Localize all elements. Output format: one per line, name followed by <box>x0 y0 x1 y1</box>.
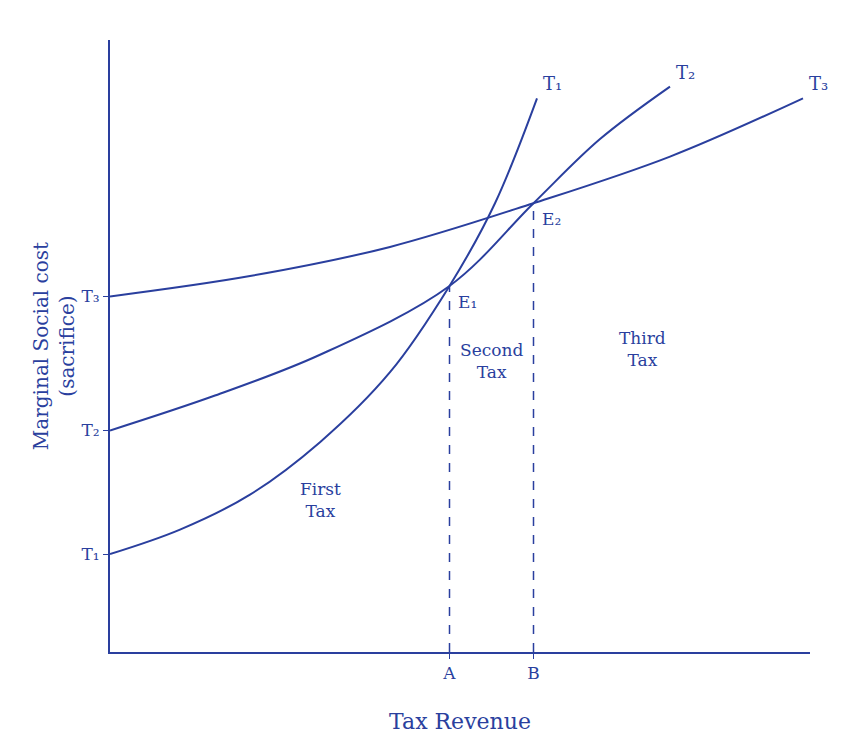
svg-text:FirstTax: FirstTax <box>300 479 341 521</box>
svg-text:E₂: E₂ <box>542 209 561 229</box>
svg-text:T₁: T₁ <box>543 73 562 94</box>
svg-text:T₂: T₂ <box>81 420 99 440</box>
svg-text:Marginal Social cost(sacrifice: Marginal Social cost(sacrifice) <box>29 242 79 450</box>
svg-text:ThirdTax: ThirdTax <box>619 328 666 370</box>
svg-text:SecondTax: SecondTax <box>460 340 523 382</box>
svg-text:B: B <box>527 663 540 683</box>
svg-text:A: A <box>442 663 456 683</box>
svg-text:T₁: T₁ <box>81 544 99 564</box>
svg-text:T₂: T₂ <box>676 62 695 83</box>
svg-text:E₁: E₁ <box>458 292 477 312</box>
svg-text:T₃: T₃ <box>81 286 99 306</box>
svg-text:Tax Revenue: Tax Revenue <box>389 709 531 734</box>
svg-text:T₃: T₃ <box>809 73 828 94</box>
